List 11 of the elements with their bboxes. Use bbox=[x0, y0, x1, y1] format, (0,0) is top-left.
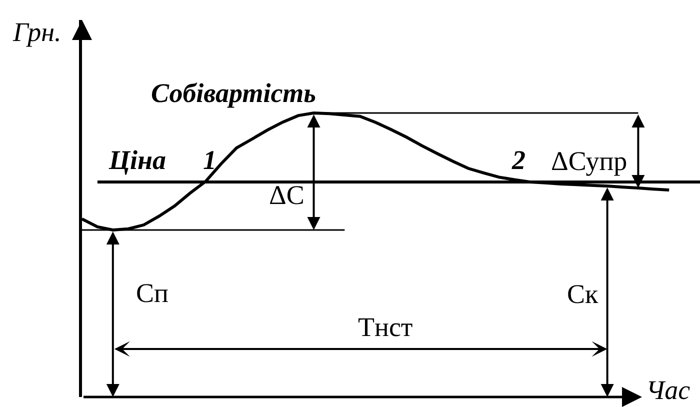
annotation: 2 bbox=[511, 145, 526, 175]
x-axis-title: Час bbox=[646, 375, 690, 405]
annotation: Ск bbox=[567, 279, 600, 309]
annotation: ΔС bbox=[269, 180, 304, 210]
annotation: 1 bbox=[203, 145, 216, 175]
series-label: Ціна bbox=[108, 145, 166, 175]
annotation: ΔСупр bbox=[551, 146, 628, 176]
y-axis-title: Грн. bbox=[12, 17, 62, 47]
series-label: Собівартість bbox=[151, 78, 316, 108]
annotation: Тнст bbox=[358, 312, 413, 342]
annotation: Сп bbox=[136, 278, 168, 308]
